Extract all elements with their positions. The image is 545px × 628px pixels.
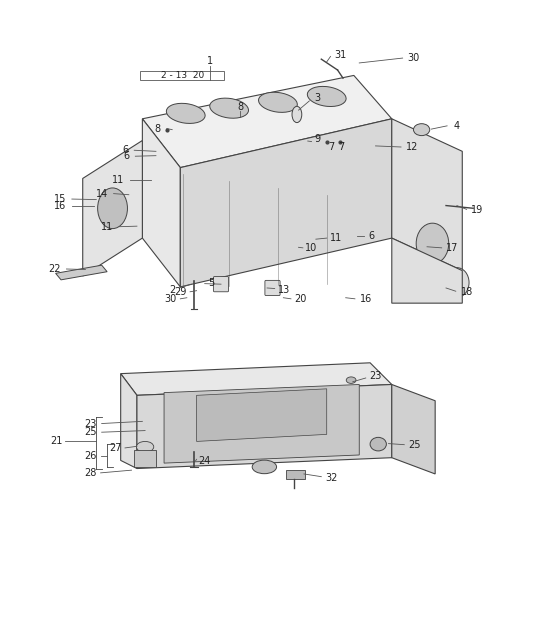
Text: 19: 19	[471, 205, 483, 215]
Text: 7: 7	[338, 142, 344, 152]
Text: 29: 29	[174, 288, 186, 297]
Text: 12: 12	[406, 142, 419, 152]
Polygon shape	[392, 384, 435, 474]
Ellipse shape	[307, 87, 346, 107]
Text: 6: 6	[368, 232, 374, 241]
Polygon shape	[137, 384, 392, 468]
Ellipse shape	[414, 124, 430, 136]
Ellipse shape	[98, 188, 128, 229]
Text: 7: 7	[328, 142, 334, 152]
Text: 20: 20	[294, 294, 307, 304]
Text: 22: 22	[49, 264, 61, 274]
Text: 14: 14	[95, 188, 108, 198]
Text: 4: 4	[454, 121, 460, 131]
Text: 23: 23	[84, 418, 97, 428]
Text: 8: 8	[154, 124, 161, 134]
Text: 9: 9	[314, 134, 320, 144]
Text: 3: 3	[314, 93, 320, 103]
Text: 13: 13	[278, 284, 290, 295]
Text: 2: 2	[169, 284, 176, 295]
Polygon shape	[392, 238, 462, 303]
Text: 26: 26	[84, 451, 97, 461]
Polygon shape	[83, 141, 142, 276]
Text: 11: 11	[112, 175, 124, 185]
Polygon shape	[142, 75, 392, 168]
Text: 18: 18	[461, 288, 473, 297]
Ellipse shape	[136, 441, 154, 452]
Polygon shape	[142, 119, 180, 287]
Polygon shape	[286, 470, 305, 479]
Text: 27: 27	[109, 443, 122, 453]
Polygon shape	[134, 450, 156, 467]
Polygon shape	[197, 389, 326, 441]
Ellipse shape	[210, 98, 249, 118]
Polygon shape	[120, 363, 392, 396]
Ellipse shape	[346, 377, 356, 384]
Text: 25: 25	[84, 427, 97, 437]
Text: 30: 30	[165, 294, 177, 304]
Text: 31: 31	[334, 50, 347, 60]
Ellipse shape	[445, 268, 469, 298]
Text: 16: 16	[360, 294, 372, 304]
Polygon shape	[392, 119, 462, 271]
Text: 21: 21	[51, 436, 63, 447]
Text: 23: 23	[370, 371, 382, 381]
Text: 1: 1	[207, 56, 213, 66]
Text: 6: 6	[123, 151, 129, 161]
Text: 28: 28	[84, 468, 97, 478]
Text: 11: 11	[101, 222, 113, 232]
Text: 2 - 13  20: 2 - 13 20	[161, 71, 205, 80]
Ellipse shape	[370, 437, 386, 451]
Text: 25: 25	[408, 440, 421, 450]
Polygon shape	[180, 119, 392, 287]
Text: 32: 32	[325, 473, 337, 483]
Text: 16: 16	[54, 201, 66, 211]
Text: 6: 6	[122, 145, 128, 155]
Text: 24: 24	[198, 457, 211, 467]
FancyBboxPatch shape	[214, 276, 228, 292]
Ellipse shape	[252, 460, 276, 474]
Ellipse shape	[166, 104, 205, 124]
Text: 17: 17	[446, 243, 459, 253]
FancyBboxPatch shape	[140, 70, 223, 80]
Ellipse shape	[416, 223, 449, 264]
Text: 5: 5	[209, 278, 215, 288]
Ellipse shape	[258, 92, 298, 112]
Polygon shape	[164, 384, 359, 463]
Text: 8: 8	[237, 102, 243, 112]
Text: 10: 10	[305, 243, 318, 253]
Text: 15: 15	[54, 194, 66, 204]
Polygon shape	[56, 265, 107, 280]
FancyBboxPatch shape	[265, 280, 280, 296]
Ellipse shape	[292, 106, 302, 122]
Polygon shape	[120, 374, 137, 468]
Text: 11: 11	[330, 233, 343, 243]
Text: 30: 30	[407, 53, 420, 63]
